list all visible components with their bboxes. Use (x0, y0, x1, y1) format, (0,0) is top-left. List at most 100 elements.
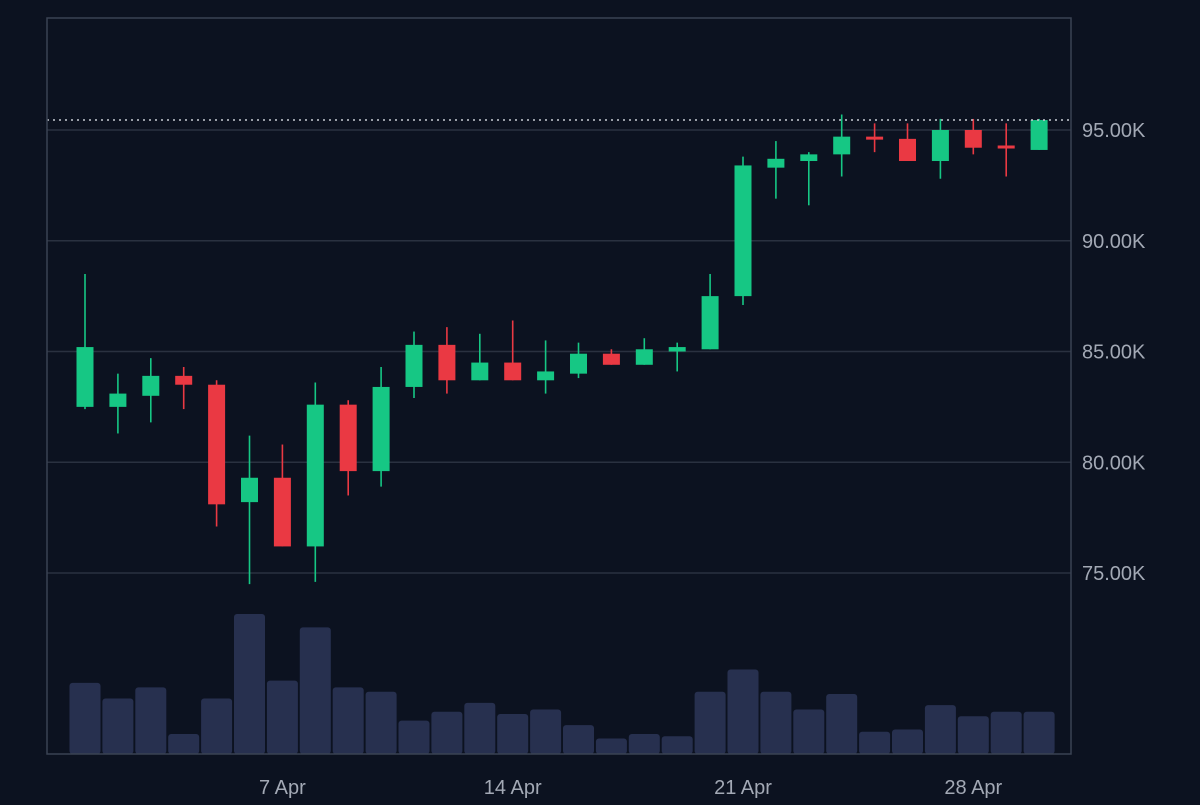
candle-up (76, 273, 94, 410)
candle-up (833, 114, 851, 177)
candle-down (602, 349, 620, 365)
volume-bar (1023, 711, 1055, 754)
volume-bar (530, 709, 562, 754)
candle-body (175, 375, 193, 385)
volume-bars (69, 614, 1055, 754)
candle-down (866, 123, 884, 153)
y-tick-label: 95.00K (1082, 120, 1146, 142)
candle-up (109, 373, 127, 434)
volume-bar (595, 738, 627, 754)
candle-up (1030, 118, 1048, 150)
candle-body (570, 353, 587, 374)
volume-bar (563, 725, 594, 754)
candle-body (931, 130, 949, 162)
candle-down (964, 118, 982, 155)
volume-bar (365, 691, 397, 754)
x-axis: 7 Apr 14 Apr 21 Apr 28 Apr (259, 777, 1002, 799)
candle-body (997, 145, 1015, 149)
volume-bar (892, 729, 923, 754)
volume-bar (661, 736, 693, 754)
candle-body (241, 477, 258, 503)
volume-bar (793, 709, 825, 754)
x-tick-label: 14 Apr (484, 777, 542, 799)
candle-body (602, 353, 620, 365)
candle-up (142, 358, 160, 423)
volume-bar (135, 687, 167, 754)
volume-bar (859, 731, 891, 754)
candle-down (175, 367, 193, 410)
candle-up (767, 141, 785, 199)
candle-up (635, 338, 653, 365)
candle-body (405, 344, 423, 387)
y-tick-label: 90.00K (1082, 231, 1146, 253)
y-tick-label: 80.00K (1082, 452, 1146, 474)
candle-body (964, 130, 982, 148)
candle-body (273, 477, 291, 547)
volume-bar (826, 694, 858, 754)
candle-down (438, 327, 456, 394)
volume-bar (102, 698, 134, 754)
candle-up (701, 273, 719, 350)
candle-body (734, 165, 752, 297)
candle-up (471, 333, 489, 381)
candle-body (701, 296, 719, 350)
volume-bar (234, 614, 265, 754)
y-tick-label: 75.00K (1082, 563, 1146, 585)
candle-up (668, 342, 686, 372)
candle-up (931, 118, 949, 179)
candle-up (241, 435, 258, 585)
candle-body (668, 347, 686, 352)
y-axis: 75.00K 80.00K 85.00K 90.00K 95.00K (1082, 120, 1146, 585)
plot-frame (46, 17, 1072, 755)
volume-bar (957, 716, 989, 754)
volume-bar (990, 711, 1022, 754)
candle-body (537, 371, 555, 381)
candle-up (405, 331, 423, 399)
candle-body (800, 154, 818, 162)
plot-border (46, 17, 1072, 755)
candle-body (438, 344, 456, 381)
volume-bar (168, 734, 200, 754)
candle-body (767, 158, 785, 168)
candle-down (504, 320, 522, 381)
volume-bar (266, 680, 298, 754)
volume-bar (431, 711, 463, 754)
volume-bar (924, 705, 956, 754)
volume-bar (628, 734, 660, 754)
candles (76, 114, 1048, 585)
candle-down (997, 123, 1015, 177)
candle-body (471, 362, 489, 381)
candle-up (537, 340, 555, 394)
candle-body (339, 404, 357, 472)
candle-up (306, 382, 324, 582)
candle-body (1030, 120, 1048, 150)
candle-body (306, 404, 324, 547)
volume-bar (398, 720, 430, 754)
volume-bar (727, 669, 759, 754)
candle-up (372, 367, 390, 487)
x-tick-label: 7 Apr (259, 777, 306, 799)
volume-bar (497, 714, 529, 754)
candle-body (866, 136, 884, 140)
y-tick-label: 85.00K (1082, 342, 1146, 364)
volume-bar (69, 682, 101, 754)
candle-body (208, 384, 226, 505)
candle-up (800, 152, 818, 206)
volume-bar (299, 627, 331, 754)
volume-bar (694, 691, 726, 754)
candle-body (833, 136, 851, 155)
grid-lines (47, 129, 1071, 574)
candle-down (273, 444, 291, 547)
candle-body (504, 362, 522, 381)
x-tick-label: 21 Apr (714, 777, 772, 799)
candle-down (899, 123, 916, 162)
candle-up (570, 342, 587, 379)
x-tick-label: 28 Apr (944, 777, 1002, 799)
candle-body (76, 347, 94, 407)
volume-bar (760, 691, 792, 754)
volume-bar (201, 698, 233, 754)
volume-bar (332, 687, 364, 754)
candle-body (635, 349, 653, 365)
